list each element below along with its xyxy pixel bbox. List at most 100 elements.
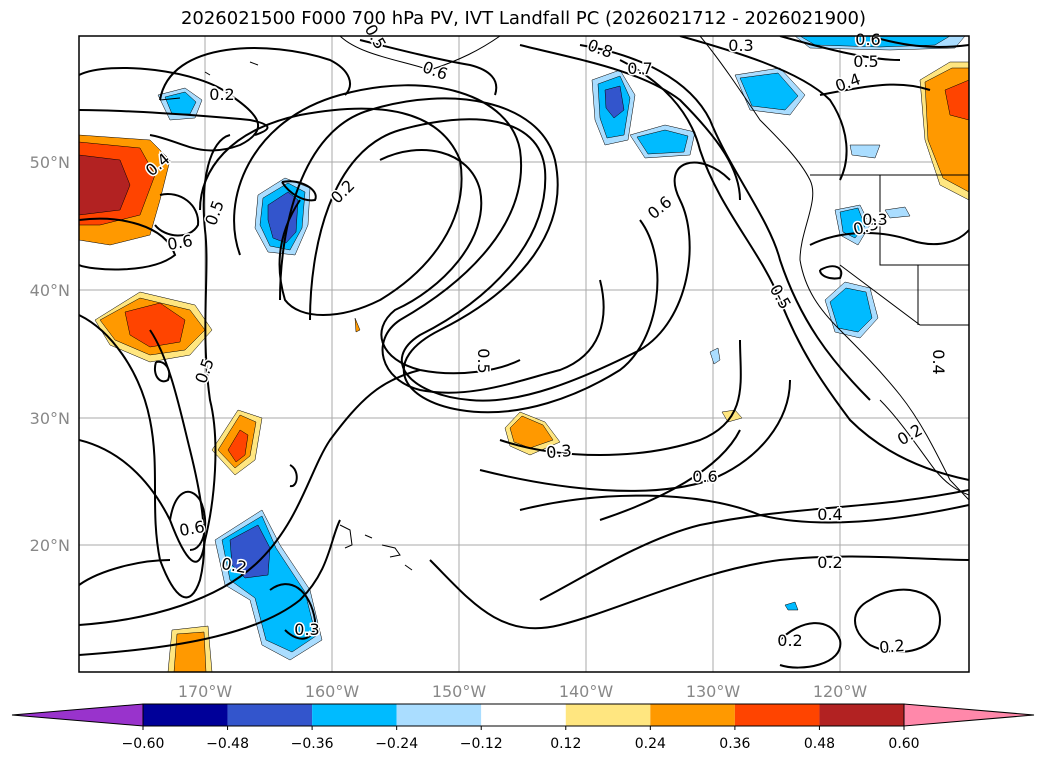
contour-line — [819, 83, 931, 96]
lon-label: 130°W — [686, 682, 741, 701]
state-border — [879, 175, 969, 266]
contour-line — [289, 464, 298, 488]
colorbar-tick-label: 0.48 — [804, 736, 835, 752]
colorbar-swatch — [227, 704, 313, 726]
colorbar-swatch — [565, 704, 651, 726]
contour-line — [79, 314, 206, 599]
map-frame — [78, 35, 970, 673]
map-title: 2026021500 F000 700 hPa PV, IVT Landfall… — [180, 8, 867, 29]
contour-line — [539, 489, 969, 601]
contour-line — [154, 193, 200, 237]
contour-line — [79, 559, 171, 586]
contour-label: 0.3 — [862, 210, 887, 229]
anomaly-negative — [784, 601, 799, 611]
contour-line — [619, 59, 969, 481]
contour-line — [79, 66, 260, 152]
anomaly-positive — [173, 631, 207, 672]
contour-line — [809, 229, 969, 246]
colorbar-extend-low — [11, 703, 144, 727]
contour-label: 0.6 — [692, 467, 717, 486]
colorbar-swatch — [312, 704, 397, 726]
anomaly-negative — [884, 206, 911, 219]
contour-label: 0.2 — [208, 84, 233, 103]
lat-label: 50°N — [30, 153, 70, 172]
contour-line — [79, 134, 231, 563]
contour-line — [281, 180, 317, 202]
colorbar-tick-label: −0.36 — [291, 736, 334, 752]
anomaly-negative — [799, 36, 951, 48]
contour-line — [169, 490, 207, 551]
colorbar-tick-label: −0.60 — [122, 736, 165, 752]
anomaly-positive — [354, 317, 361, 333]
contour-label: 0.5 — [853, 52, 878, 71]
colorbar-tick-label: 0.12 — [550, 736, 581, 752]
lon-label: 120°W — [813, 682, 868, 701]
contour-label: 0.2 — [209, 85, 234, 104]
contour-label: 0.3 — [545, 441, 572, 462]
colorbar-border — [142, 703, 905, 727]
lat-axis: 50°N 40°N 30°N 20°N — [30, 153, 70, 555]
aleutian-islands — [159, 61, 259, 101]
anomaly-positive — [509, 415, 554, 449]
colorbar-swatch — [819, 704, 904, 726]
colorbar-swatch — [650, 704, 735, 726]
shaded-anomalies — [79, 36, 969, 672]
contour-line — [519, 494, 969, 524]
anomaly-negative — [604, 85, 625, 119]
alaska-coast — [339, 36, 501, 71]
contour-line — [779, 622, 842, 669]
anomaly-negative — [636, 129, 689, 155]
colorbar-swatch — [396, 704, 482, 726]
contour-line — [479, 379, 791, 492]
contour-line — [159, 47, 351, 101]
anomaly-positive — [944, 79, 969, 121]
contour-line — [599, 429, 741, 521]
contour-label: 0.2 — [817, 553, 842, 572]
contour-label: 0.6 — [178, 517, 206, 540]
contour-line — [79, 369, 421, 626]
contour-line — [519, 44, 741, 201]
anomaly-positive — [79, 154, 131, 216]
anomaly-negative — [709, 347, 721, 365]
anomaly-negative — [839, 207, 866, 239]
anomaly-negative — [267, 191, 299, 244]
colorbar-tick-label: 0.36 — [719, 736, 750, 752]
lon-label: 160°W — [305, 682, 360, 701]
contour-line — [854, 588, 942, 653]
contour-line — [233, 84, 605, 394]
lat-label: 20°N — [30, 536, 70, 555]
hawaii-islands — [339, 524, 413, 571]
contour-label: 0.4 — [817, 505, 842, 524]
contour-line — [154, 360, 171, 383]
colorbar-swatch — [734, 704, 820, 726]
colorbar-tick-label: −0.24 — [375, 736, 418, 752]
contour-line — [269, 583, 317, 640]
contour-line — [309, 118, 731, 402]
contour-label: 0.6 — [644, 192, 676, 223]
lon-label: 150°W — [432, 682, 487, 701]
contour-line — [79, 519, 341, 656]
lat-label: 30°N — [30, 409, 70, 428]
contour-label: 0.6 — [166, 231, 194, 254]
contour-label: 0.4 — [929, 349, 948, 374]
contour-label: 0.2 — [777, 631, 802, 650]
colorbar-swatch — [481, 704, 566, 726]
contour-line — [79, 109, 269, 136]
contour-line — [819, 265, 843, 280]
colorbar-tick-label: −0.48 — [206, 736, 249, 752]
contour-label: 0.8 — [585, 35, 615, 62]
state-border — [839, 264, 969, 326]
contour-line — [779, 36, 901, 61]
contour-line — [499, 339, 742, 456]
colorbar-tick-label: 0.60 — [888, 736, 919, 752]
colorbar-extend-high — [903, 703, 1035, 727]
contour-label: 0.4 — [833, 69, 863, 96]
lon-label: 170°W — [178, 682, 233, 701]
colorbar-tick-label: −0.12 — [460, 736, 503, 752]
colorbar: −0.60 −0.48 −0.36 −0.24 −0.12 0.12 0.24 0.36 0.4… — [11, 703, 1035, 752]
lon-axis: 170°W 160°W 150°W 140°W 130°W 120°W — [178, 682, 868, 701]
anomaly-positive — [227, 429, 249, 463]
baja-coast — [879, 399, 969, 496]
contour-line — [279, 97, 659, 414]
